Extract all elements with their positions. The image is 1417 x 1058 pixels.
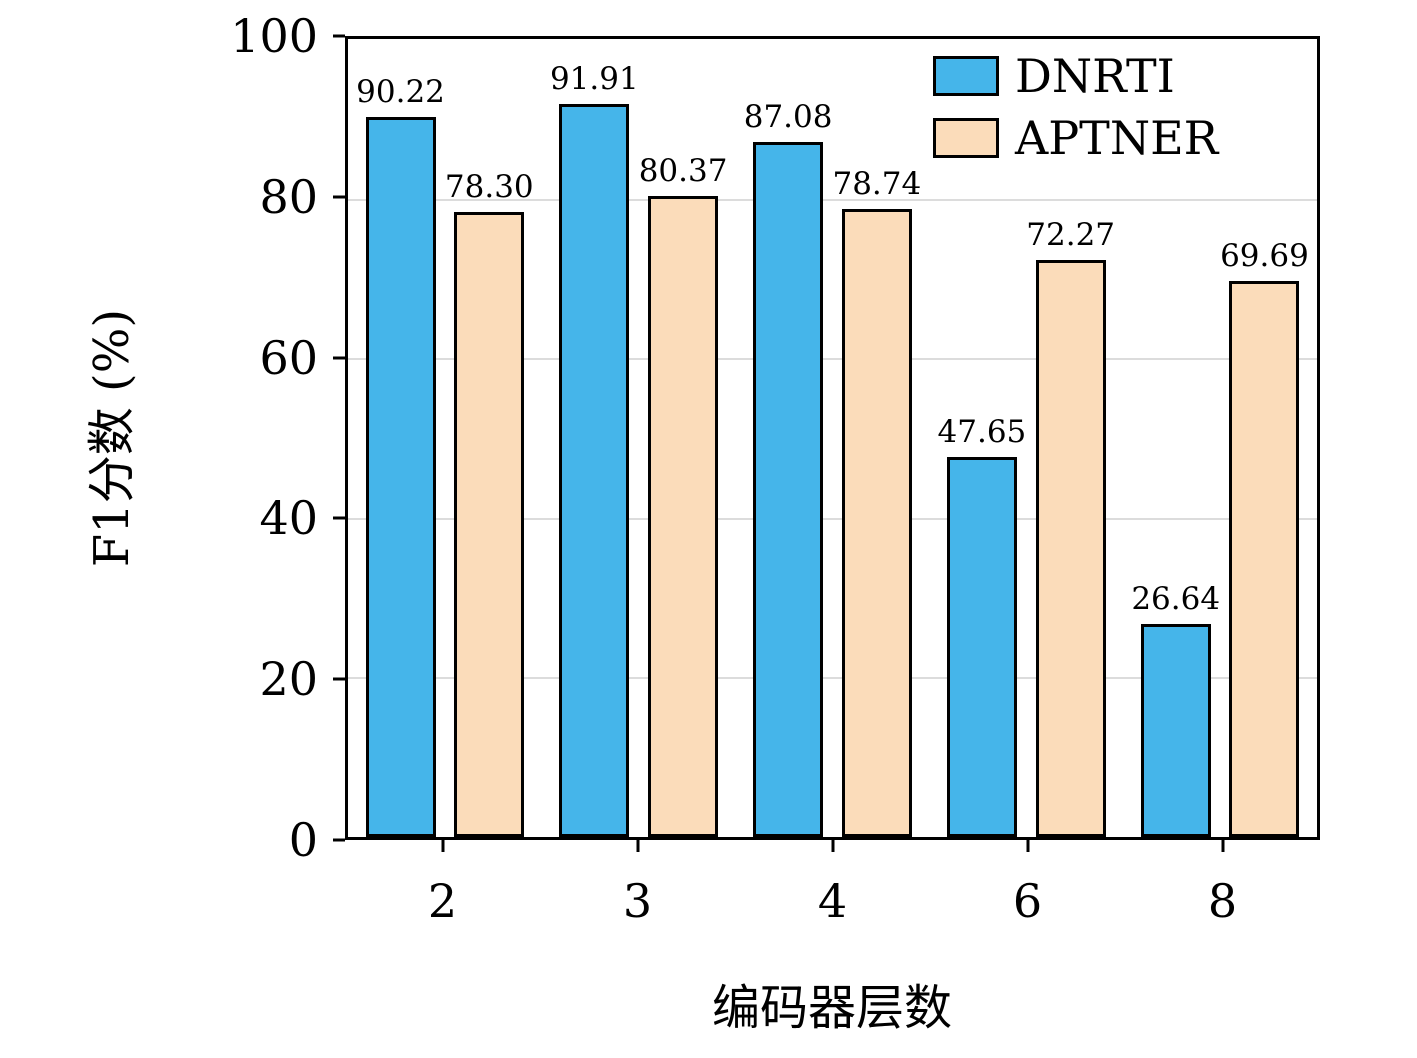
plot-area: 90.22 78.30 91.91 80.37 87.08 78.74 47.65 72.27… [345,36,1320,840]
x-tick-label-2: 2 [427,874,458,928]
bar-column-aptner-2: 78.30 [445,39,534,837]
value-label-dnrti-3: 91.91 [549,60,639,97]
legend: DNRTI APTNER [933,53,1218,161]
legend-label-aptner: APTNER [1015,111,1219,165]
bar-dnrti-8 [1140,624,1211,837]
legend-item-dnrti: DNRTI [933,53,1218,99]
y-tick-label-60: 60 [259,330,318,385]
legend-swatch-aptner [933,118,999,158]
bar-group-3: 91.91 80.37 [542,39,736,837]
bar-aptner-3 [648,195,719,837]
bar-aptner-6 [1035,260,1106,837]
x-tick-mark-4 [831,840,834,852]
bar-column-dnrti-4: 87.08 [743,39,833,837]
bar-column-aptner-6: 72.27 [1026,39,1115,837]
x-tick-mark-3 [636,840,639,852]
x-tick-label-8: 8 [1207,874,1238,928]
legend-item-aptner: APTNER [933,115,1218,161]
bar-column-aptner-3: 80.37 [638,39,728,837]
y-tick-label-0: 0 [288,813,318,867]
x-tick-mark-8 [1221,840,1224,852]
y-tick-label-80: 80 [259,169,318,224]
bar-dnrti-3 [559,103,630,837]
y-tick-mark-100 [333,34,345,38]
y-tick-mark-20 [333,677,345,681]
bar-column-dnrti-3: 91.91 [550,39,639,837]
bar-group-8: 26.64 69.69 [1123,39,1317,837]
bar-column-dnrti-8: 26.64 [1131,39,1220,837]
gridline-80 [348,198,1317,201]
bar-column-aptner-4: 78.74 [832,39,921,837]
x-tick-mark-6 [1026,840,1029,852]
value-label-aptner-3: 80.37 [638,152,728,189]
y-tick-mark-60 [333,356,345,360]
legend-label-dnrti: DNRTI [1015,49,1175,103]
gridline-60 [348,358,1317,361]
bar-group-2: 90.22 78.30 [348,39,542,837]
value-label-dnrti-8: 26.64 [1131,581,1221,618]
value-label-aptner-8: 69.69 [1220,237,1309,274]
gridline-40 [348,517,1317,520]
y-tick-mark-80 [333,195,345,199]
x-tick-mark-2 [441,840,444,852]
x-axis-title: 编码器层数 [711,980,953,1036]
x-tick-label-3: 3 [622,874,653,928]
value-label-dnrti-4: 87.08 [743,99,833,136]
x-tick-label-6: 6 [1012,874,1043,928]
value-label-dnrti-6: 47.65 [937,413,1027,450]
x-tick-label-4: 4 [817,874,848,928]
value-label-aptner-4: 78.74 [832,165,922,202]
bar-column-dnrti-6: 47.65 [937,39,1027,837]
bar-dnrti-4 [753,142,824,837]
y-tick-mark-0 [333,838,345,842]
y-tick-label-40: 40 [259,491,318,546]
bar-dnrti-6 [946,456,1017,837]
bar-aptner-8 [1229,280,1300,837]
bar-groups: 90.22 78.30 91.91 80.37 87.08 78.74 47.65 72.27… [348,39,1317,837]
y-tick-label-100: 100 [230,9,318,63]
x-tick-marks [345,840,1320,852]
bar-group-6: 47.65 72.27 [929,39,1123,837]
value-label-aptner-2: 78.30 [444,169,534,206]
gridline-20 [348,677,1317,680]
value-label-aptner-6: 72.27 [1026,217,1116,254]
legend-swatch-dnrti [933,56,999,96]
value-label-dnrti-2: 90.22 [356,74,445,111]
y-axis: 0 20 40 60 80 100 [0,13,345,863]
bar-dnrti-2 [365,117,436,837]
bar-group-4: 87.08 78.74 [736,39,930,837]
bar-column-aptner-8: 69.69 [1220,39,1309,837]
y-tick-mark-40 [333,516,345,520]
bar-column-dnrti-2: 90.22 [356,39,445,837]
y-tick-label-20: 20 [259,652,318,707]
bar-aptner-4 [841,208,912,837]
bar-aptner-2 [454,212,525,837]
